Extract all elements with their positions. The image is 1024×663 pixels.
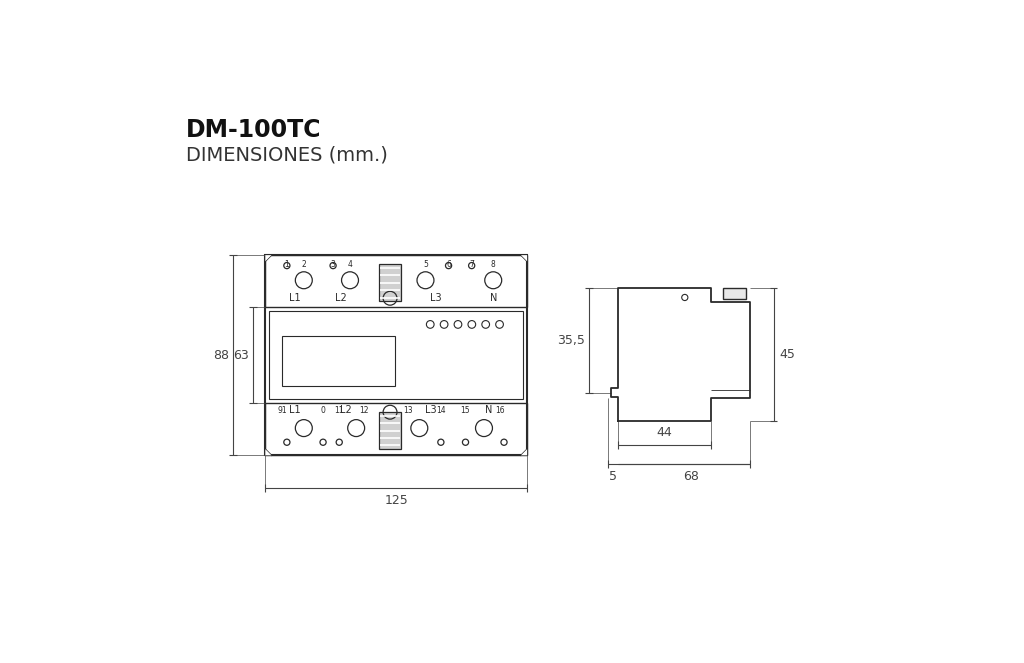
Text: 0: 0: [321, 406, 326, 415]
Text: 11: 11: [335, 406, 344, 415]
Text: N: N: [489, 293, 497, 303]
Text: 4: 4: [347, 260, 352, 269]
Text: N: N: [485, 405, 493, 415]
Polygon shape: [521, 255, 527, 261]
Bar: [379, 412, 400, 449]
Text: 15: 15: [461, 406, 470, 415]
Text: L1: L1: [289, 293, 300, 303]
Text: 3: 3: [331, 260, 336, 269]
Text: L3: L3: [425, 405, 436, 415]
Text: 35,5: 35,5: [557, 334, 586, 347]
Text: 8: 8: [490, 260, 496, 269]
Text: 7: 7: [469, 260, 474, 269]
Polygon shape: [521, 449, 527, 455]
Text: 6: 6: [446, 260, 451, 269]
Text: 13: 13: [403, 406, 413, 415]
Bar: [265, 255, 527, 308]
Text: 2: 2: [301, 260, 306, 269]
Text: L3: L3: [430, 293, 442, 303]
Bar: [723, 288, 746, 299]
Polygon shape: [265, 255, 271, 261]
Bar: [379, 265, 400, 301]
Text: 88: 88: [213, 349, 229, 362]
Text: 5: 5: [423, 260, 428, 269]
Text: 44: 44: [656, 426, 673, 439]
Text: 12: 12: [359, 406, 369, 415]
Polygon shape: [265, 449, 271, 455]
Text: L2: L2: [335, 293, 347, 303]
Text: 63: 63: [233, 349, 249, 362]
Text: DM-100TC: DM-100TC: [186, 118, 322, 142]
Bar: [265, 403, 527, 455]
Text: 16: 16: [496, 406, 505, 415]
Text: 91: 91: [278, 406, 287, 415]
Bar: [283, 336, 395, 386]
Text: 1: 1: [285, 260, 289, 269]
Text: 68: 68: [683, 470, 698, 483]
Text: DIMENSIONES (mm.): DIMENSIONES (mm.): [186, 145, 388, 164]
Text: 5: 5: [609, 470, 617, 483]
Text: 125: 125: [384, 494, 409, 507]
Text: L2: L2: [340, 405, 352, 415]
Bar: [269, 312, 523, 399]
Text: 45: 45: [779, 348, 795, 361]
Bar: [265, 255, 527, 455]
Text: L1: L1: [289, 405, 300, 415]
Text: 14: 14: [436, 406, 445, 415]
